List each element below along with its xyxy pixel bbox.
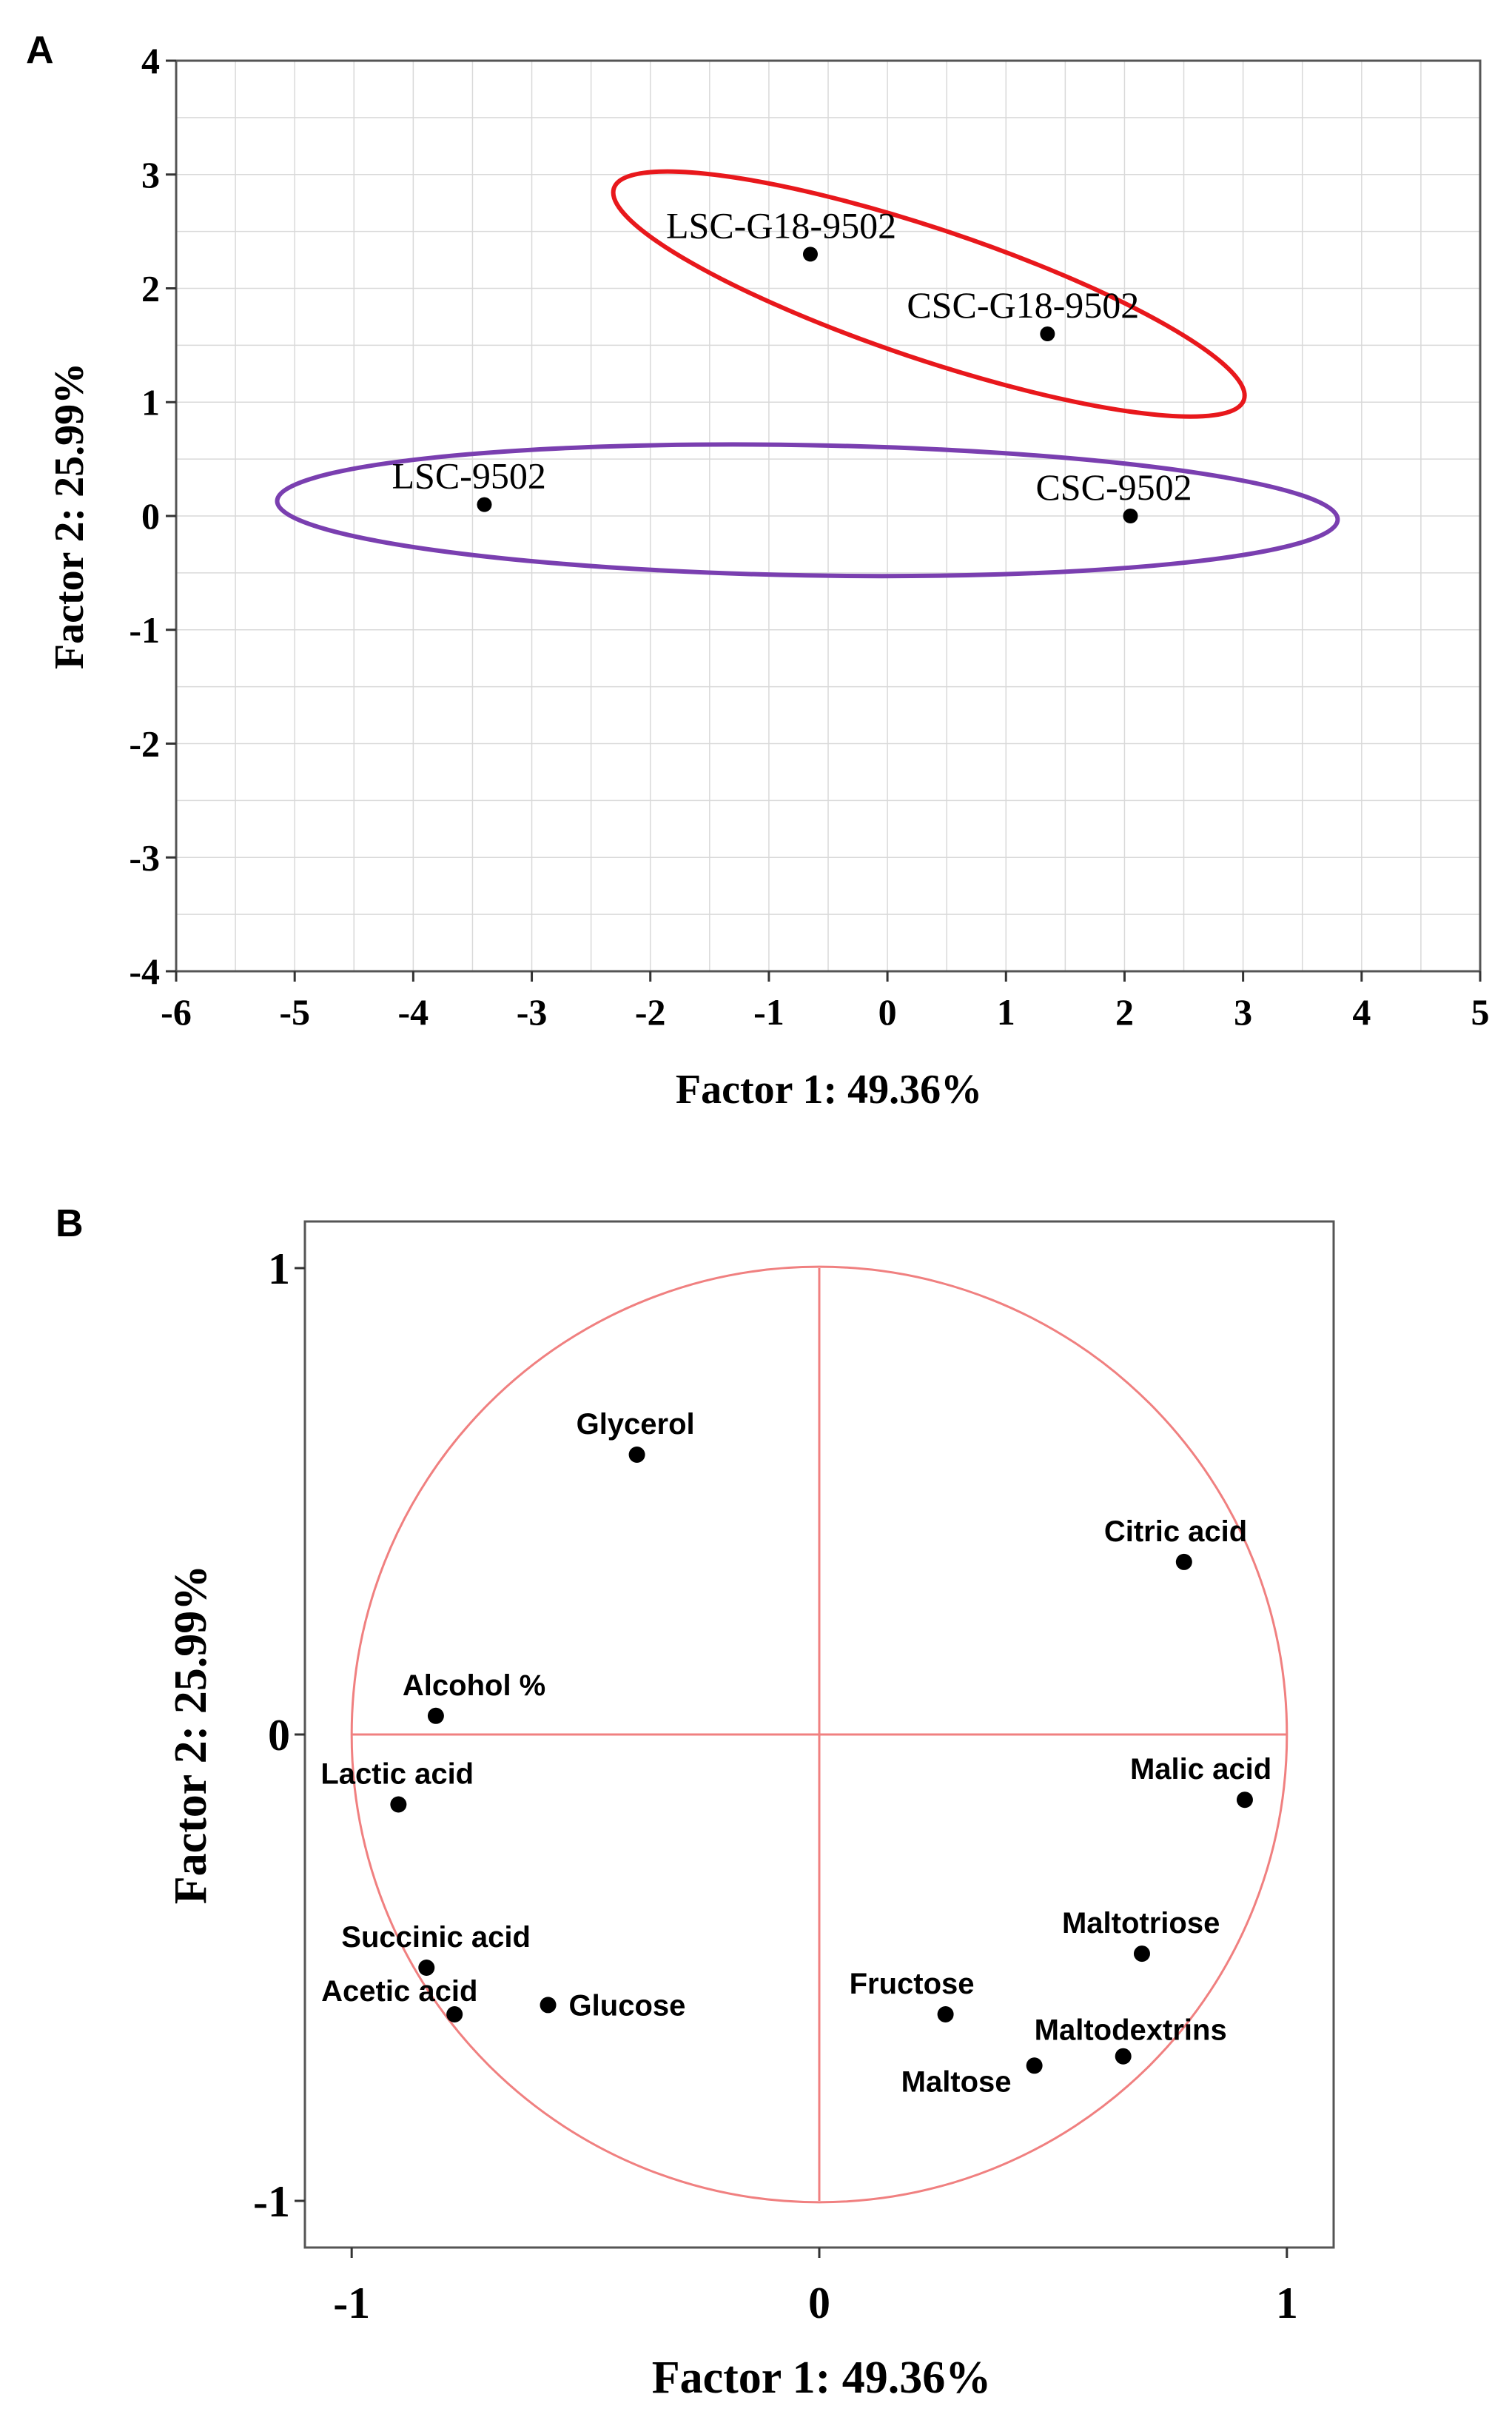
loading-point-label: Fructose [850, 1968, 975, 2000]
loading-point [427, 1707, 444, 1724]
x-axis-title: Factor 1: 49.36% [652, 2353, 992, 2403]
loading-point [390, 1796, 407, 1813]
loading-point [1115, 2048, 1132, 2065]
x-tick-label: 4 [1352, 991, 1371, 1033]
panel-b-letter: B [56, 1202, 84, 1245]
loading-point-label: Citric acid [1104, 1515, 1247, 1548]
panel-a-letter: A [26, 29, 54, 72]
x-tick-label: 0 [878, 991, 897, 1033]
x-tick-label: 5 [1471, 991, 1490, 1033]
x-tick-label: -4 [398, 991, 429, 1033]
y-tick-label: -2 [129, 723, 160, 765]
panel-b-pca-loadings-plot: -1 0 1 -1 0 1 Factor 1: 49.36% Factor 2: 25.99%… [166, 1220, 1335, 2403]
x-tick-label: 3 [1234, 991, 1252, 1033]
loading-point [937, 2006, 954, 2022]
score-point [1123, 509, 1138, 523]
y-tick-label: 0 [268, 1711, 290, 1760]
group-ellipse [275, 442, 1340, 579]
y-axis-title: Factor 2: 25.99% [47, 363, 93, 669]
x-axis-title: Factor 1: 49.36% [676, 1067, 982, 1113]
group-ellipse [611, 169, 1247, 419]
loading-point-label: Lactic acid [320, 1758, 474, 1791]
score-point-label: LSC-9502 [392, 455, 545, 497]
loading-point-label: Glycerol [577, 1408, 695, 1441]
loading-point [540, 1997, 557, 2014]
loading-point [1133, 1945, 1150, 1963]
loading-point [1236, 1791, 1253, 1809]
x-tick-label: -1 [333, 2279, 370, 2327]
x-tick-label: 0 [808, 2279, 830, 2327]
x-tick-label: 2 [1115, 991, 1134, 1033]
score-point-label: CSC-9502 [1035, 466, 1192, 508]
loading-point-label: Glucose [569, 1989, 686, 2022]
score-point-label: LSC-G18-9502 [666, 204, 896, 246]
y-tick-label: -1 [253, 2177, 290, 2226]
loading-point-label: Succinic acid [341, 1921, 531, 1954]
score-point [802, 247, 818, 262]
x-tick-label: -1 [753, 991, 784, 1033]
y-tick-label: -4 [129, 951, 160, 992]
loading-point-label: Malic acid [1130, 1753, 1271, 1786]
loading-point [1175, 1553, 1192, 1570]
x-tick-label: -3 [517, 991, 548, 1033]
y-axis-title: Factor 2: 25.99% [166, 1565, 216, 1905]
y-tick-label: 3 [141, 154, 160, 195]
score-point-label: CSC-G18-9502 [907, 284, 1139, 326]
y-tick-label: -3 [129, 837, 160, 878]
x-tick-label: -2 [635, 991, 666, 1033]
y-tick-label: 0 [141, 495, 160, 537]
loading-point-label: Alcohol % [403, 1669, 545, 1702]
x-tick-label: -5 [279, 991, 310, 1033]
score-point [1040, 326, 1055, 341]
loading-point-label: Maltotriose [1062, 1907, 1220, 1940]
loading-point [418, 1960, 435, 1976]
loading-point-label: Maltose [901, 2065, 1012, 2098]
loading-point [446, 2006, 463, 2022]
y-tick-label: 4 [141, 40, 160, 81]
loading-point-label: Maltodextrins [1035, 2014, 1227, 2047]
y-tick-label: 1 [141, 381, 160, 423]
x-tick-label: -6 [161, 991, 192, 1033]
x-tick-label: 1 [997, 991, 1015, 1033]
loading-point [628, 1447, 645, 1463]
panel-a-pca-scores-plot: -6 -5 -4 -3 -2 -1 0 1 2 3 4 5 -4 -3 -2 -1 0 1 2 3 4 Factor 1:… [47, 40, 1490, 1113]
y-tick-label: 2 [141, 268, 160, 309]
loading-point [1026, 2057, 1043, 2074]
score-point [477, 497, 492, 512]
y-tick-label: 1 [268, 1244, 290, 1293]
x-tick-label: 1 [1276, 2279, 1298, 2327]
y-tick-label: -1 [129, 609, 160, 651]
loading-point-label: Acetic acid [321, 1975, 477, 2008]
